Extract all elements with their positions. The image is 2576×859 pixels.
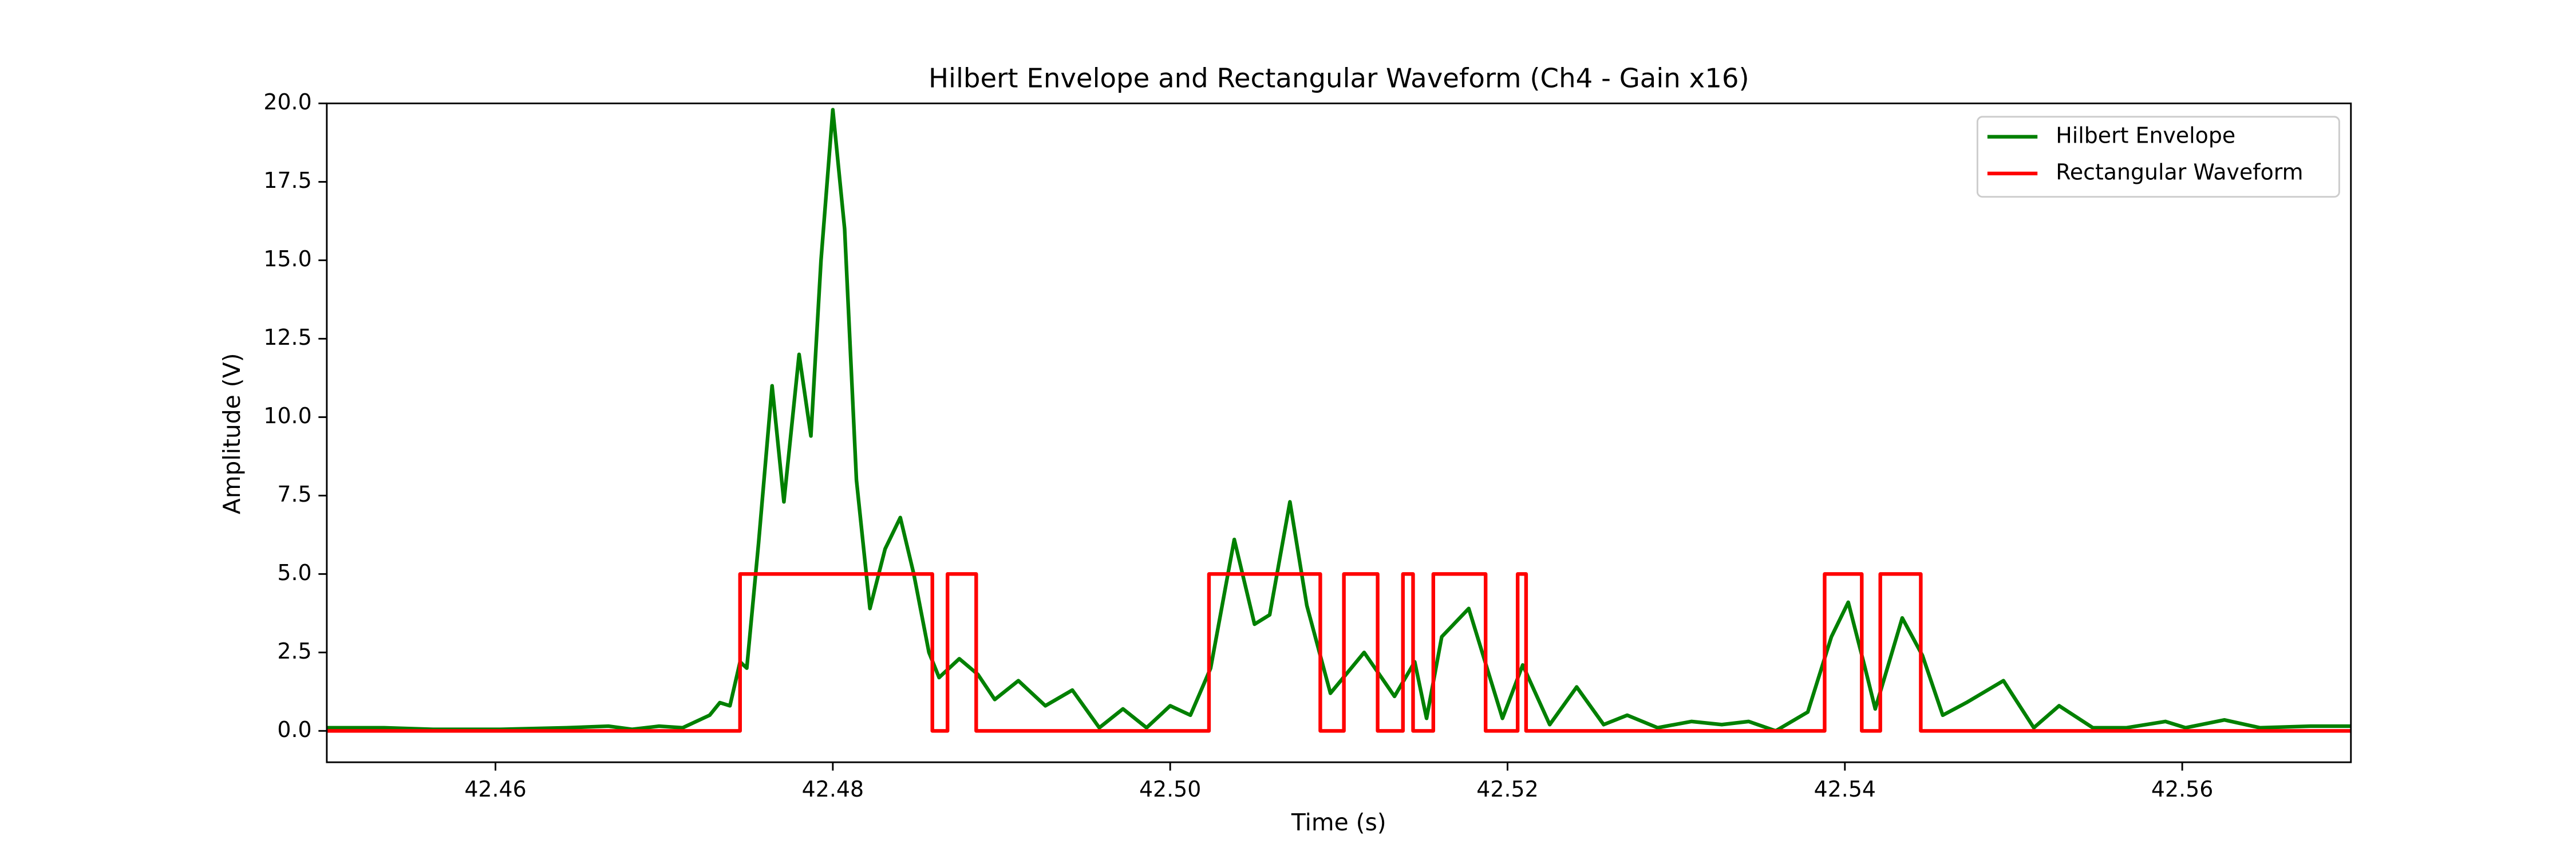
legend-box [1976, 116, 2340, 198]
x-tick-label: 42.46 [464, 777, 526, 802]
series-line [326, 108, 2351, 733]
y-axis-label: Amplitude (V) [218, 353, 246, 515]
y-tick-label: 2.5 [277, 639, 311, 664]
legend-label: Rectangular Waveform [2056, 159, 2303, 184]
x-tick-label: 42.54 [1814, 777, 1876, 802]
x-tick-label: 42.48 [802, 777, 864, 802]
y-tick-label: 20.0 [263, 89, 311, 115]
plot-frame [326, 103, 2352, 763]
y-tick-label: 17.5 [263, 168, 311, 193]
legend-label: Hilbert Envelope [2056, 123, 2235, 148]
x-tick-label: 42.50 [1139, 777, 1201, 802]
chart-title: Hilbert Envelope and Rectangular Wavefor… [929, 62, 1749, 93]
y-tick-label: 5.0 [277, 560, 311, 585]
y-tick-label: 0.0 [277, 717, 311, 742]
y-tick-label: 15.0 [263, 246, 311, 271]
x-tick-label: 42.52 [1476, 777, 1538, 802]
x-tick-label: 42.56 [2151, 777, 2213, 802]
x-axis-label: Time (s) [1291, 809, 1386, 836]
y-tick-label: 10.0 [263, 403, 311, 428]
y-tick-label: 12.5 [263, 325, 311, 350]
y-tick-label: 7.5 [277, 482, 311, 507]
series-line [326, 572, 2351, 733]
